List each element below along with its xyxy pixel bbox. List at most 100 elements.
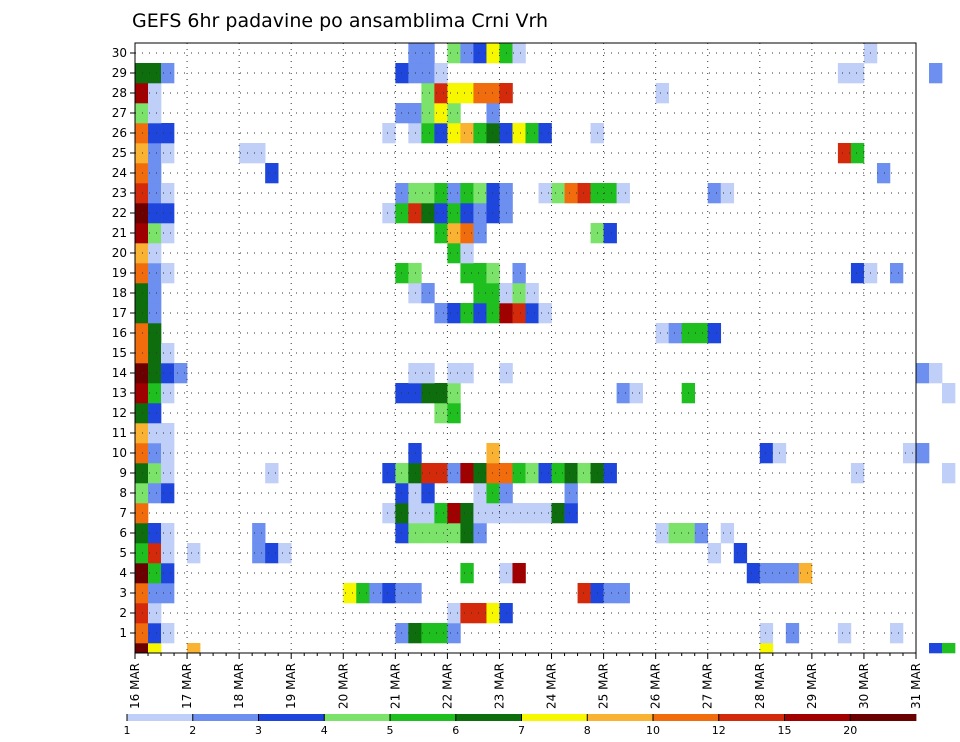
heatmap-cell: [486, 283, 500, 304]
y-tick-label: 15: [112, 346, 127, 360]
colorbar-label: 5: [387, 724, 394, 737]
x-tick-label: 18 MAR: [232, 663, 246, 709]
heatmap-cell: [148, 183, 162, 204]
heatmap-cell: [525, 123, 539, 144]
heatmap-cell: [239, 143, 253, 164]
heatmap-cell: [135, 203, 149, 224]
heatmap-cell: [434, 183, 448, 204]
heatmap-cell: [447, 103, 461, 124]
heatmap-cell: [161, 383, 175, 404]
heatmap-cell: [447, 503, 461, 524]
colorbar-swatch: [850, 714, 917, 721]
heatmap-cell: [473, 183, 487, 204]
heatmap-cell: [135, 603, 149, 624]
y-tick-label: 3: [119, 586, 127, 600]
heatmap-cell: [603, 223, 617, 244]
y-tick-label: 22: [112, 206, 127, 220]
heatmap-cell: [434, 383, 448, 404]
heatmap-cell: [473, 123, 487, 144]
heatmap-cell: [460, 603, 474, 624]
heatmap-cell: [655, 83, 669, 104]
heatmap-cell: [161, 223, 175, 244]
heatmap-cell: [135, 103, 149, 124]
heatmap-cell: [135, 523, 149, 544]
heatmap-cell: [187, 543, 201, 564]
heatmap-cell: [447, 243, 461, 264]
heatmap-cell: [798, 563, 813, 584]
heatmap-cell: [187, 643, 201, 654]
heatmap-cell: [148, 423, 162, 444]
heatmap-cell: [148, 323, 162, 344]
heatmap-cell: [655, 323, 669, 344]
heatmap-cell: [486, 463, 500, 484]
heatmap-cell: [473, 203, 487, 224]
heatmap-cell: [564, 183, 578, 204]
heatmap-cell: [942, 383, 956, 404]
heatmap-cell: [135, 263, 149, 284]
heatmap-cell: [473, 43, 487, 64]
heatmap-cell: [707, 323, 722, 344]
heatmap-cell: [889, 263, 904, 284]
heatmap-cell: [161, 523, 175, 544]
heatmap-cell: [512, 43, 526, 64]
x-tick-label: 24 MAR: [545, 663, 559, 709]
colorbar-swatch: [521, 714, 588, 721]
heatmap-cell: [603, 183, 617, 204]
heatmap-cell: [447, 603, 461, 624]
heatmap-cell: [447, 303, 461, 324]
heatmap-cell: [759, 623, 774, 644]
y-tick-label: 25: [112, 146, 127, 160]
heatmap-cell: [447, 623, 461, 644]
heatmap-cell: [603, 463, 617, 484]
heatmap-cell: [421, 463, 435, 484]
heatmap-cell: [538, 503, 552, 524]
heatmap-cell: [759, 443, 774, 464]
heatmap-cell: [421, 383, 435, 404]
heatmap-cell: [785, 563, 800, 584]
heatmap-cell: [135, 83, 149, 104]
y-tick-label: 10: [112, 446, 127, 460]
y-tick-label: 21: [112, 226, 127, 240]
heatmap-cell: [564, 503, 578, 524]
heatmap-cell: [174, 363, 188, 384]
heatmap-cell: [486, 483, 500, 504]
x-tick-label: 19 MAR: [284, 663, 298, 709]
colorbar: 1 2 3 4 5 6 7 8 10 12 15 20: [124, 714, 917, 737]
heatmap-cell: [538, 183, 552, 204]
heatmap-cell: [486, 503, 500, 524]
y-tick-label: 12: [112, 406, 127, 420]
y-tick-label: 18: [112, 286, 127, 300]
heatmap-cell: [148, 223, 162, 244]
heatmap-cell: [161, 583, 175, 604]
heatmap-cell: [525, 303, 539, 324]
heatmap-cell: [837, 623, 852, 644]
heatmap-cell: [421, 363, 435, 384]
heatmap-cell: [902, 443, 917, 464]
colorbar-label: 3: [255, 724, 262, 737]
heatmap-cell: [369, 583, 383, 604]
heatmap-cell: [161, 143, 175, 164]
heatmap-cell: [135, 443, 149, 464]
heatmap-cell: [148, 603, 162, 624]
heatmap-cell: [148, 403, 162, 424]
x-tick-label: 22 MAR: [440, 663, 454, 709]
colorbar-swatch: [587, 714, 654, 721]
y-tick-label: 29: [112, 66, 127, 80]
y-tick-label: 7: [119, 506, 127, 520]
heatmap-cell: [135, 163, 149, 184]
heatmap-cell: [460, 43, 474, 64]
heatmap-cell: [486, 303, 500, 324]
heatmap-cell: [265, 163, 279, 184]
heatmap-cell: [486, 83, 500, 104]
heatmap-cell: [473, 603, 487, 624]
heatmap-cell: [525, 463, 539, 484]
heatmap-cell: [421, 83, 435, 104]
heatmap-cell: [473, 83, 487, 104]
heatmap-cell: [434, 203, 448, 224]
heatmap-cell: [135, 423, 149, 444]
heatmap-cell: [512, 283, 526, 304]
colorbar-label: 7: [518, 724, 525, 737]
heatmap-cell: [512, 563, 526, 584]
heatmap-cell: [720, 523, 735, 544]
heatmap-cell: [135, 63, 149, 84]
